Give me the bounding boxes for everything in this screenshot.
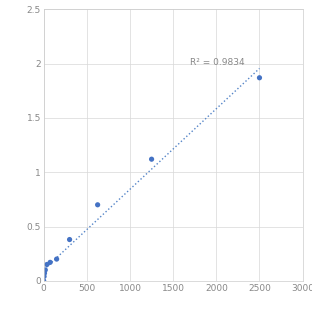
Point bbox=[44, 262, 49, 267]
Point bbox=[54, 256, 59, 261]
Point bbox=[41, 274, 46, 279]
Point bbox=[41, 278, 46, 283]
Text: R² = 0.9834: R² = 0.9834 bbox=[190, 58, 245, 67]
Point bbox=[42, 271, 47, 276]
Point bbox=[149, 157, 154, 162]
Point bbox=[48, 260, 53, 265]
Point bbox=[95, 202, 100, 207]
Point bbox=[67, 237, 72, 242]
Point bbox=[257, 75, 262, 80]
Point bbox=[43, 267, 48, 272]
